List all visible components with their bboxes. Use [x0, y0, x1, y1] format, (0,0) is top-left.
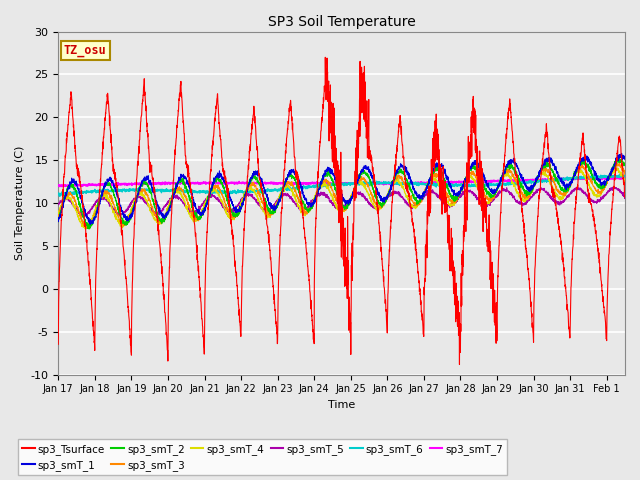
sp3_smT_5	[54, 202, 62, 207]
sp3_smT_3	[296, 201, 304, 206]
sp3_smT_7	[272, 180, 280, 186]
sp3_smT_6	[621, 173, 629, 179]
sp3_Tsurface	[456, 361, 463, 367]
sp3_smT_7	[119, 181, 127, 187]
sp3_smT_1	[119, 210, 127, 216]
Line: sp3_smT_3: sp3_smT_3	[58, 163, 625, 228]
sp3_Tsurface	[119, 240, 127, 246]
sp3_smT_6	[549, 176, 557, 182]
sp3_smT_2	[153, 212, 161, 217]
sp3_Tsurface	[621, 193, 629, 199]
sp3_smT_2	[610, 161, 618, 167]
Legend: sp3_Tsurface, sp3_smT_1, sp3_smT_2, sp3_smT_3, sp3_smT_4, sp3_smT_5, sp3_smT_6, : sp3_Tsurface, sp3_smT_1, sp3_smT_2, sp3_…	[18, 439, 508, 475]
sp3_smT_4	[272, 202, 280, 208]
sp3_Tsurface	[54, 341, 62, 347]
sp3_smT_5	[610, 184, 618, 190]
sp3_smT_3	[54, 213, 62, 219]
sp3_smT_2	[616, 155, 623, 160]
sp3_smT_1	[296, 180, 304, 186]
sp3_smT_4	[612, 165, 620, 170]
Line: sp3_smT_5: sp3_smT_5	[58, 187, 625, 217]
sp3_Tsurface	[611, 177, 618, 182]
Line: sp3_smT_1: sp3_smT_1	[58, 153, 625, 225]
Line: sp3_smT_2: sp3_smT_2	[58, 157, 625, 229]
sp3_smT_1	[549, 163, 557, 168]
sp3_smT_3	[610, 166, 618, 171]
sp3_smT_4	[153, 218, 161, 224]
sp3_smT_2	[549, 168, 557, 174]
Title: SP3 Soil Temperature: SP3 Soil Temperature	[268, 15, 415, 29]
sp3_smT_7	[60, 184, 67, 190]
sp3_smT_5	[621, 193, 629, 199]
sp3_smT_7	[621, 175, 629, 181]
sp3_smT_3	[119, 222, 127, 228]
sp3_smT_3	[621, 172, 629, 178]
sp3_smT_1	[86, 222, 94, 228]
sp3_Tsurface	[153, 207, 161, 213]
sp3_smT_3	[83, 226, 90, 231]
sp3_smT_4	[296, 204, 304, 210]
sp3_smT_2	[296, 192, 304, 198]
sp3_smT_4	[54, 211, 62, 216]
sp3_smT_1	[610, 163, 618, 168]
sp3_smT_6	[610, 172, 618, 178]
sp3_smT_4	[81, 226, 89, 232]
sp3_smT_5	[611, 184, 618, 190]
sp3_smT_4	[621, 179, 629, 184]
sp3_smT_1	[153, 199, 161, 204]
sp3_smT_7	[610, 176, 618, 181]
sp3_smT_3	[616, 160, 623, 166]
Line: sp3_smT_7: sp3_smT_7	[58, 177, 625, 187]
sp3_Tsurface	[549, 190, 557, 195]
sp3_smT_4	[549, 186, 557, 192]
sp3_smT_2	[119, 218, 127, 224]
Line: sp3_smT_4: sp3_smT_4	[58, 168, 625, 229]
sp3_smT_6	[153, 188, 161, 194]
sp3_Tsurface	[321, 54, 329, 60]
sp3_Tsurface	[296, 192, 304, 197]
sp3_smT_5	[549, 197, 557, 203]
X-axis label: Time: Time	[328, 400, 355, 410]
sp3_smT_2	[621, 163, 629, 168]
sp3_smT_1	[272, 205, 280, 211]
sp3_smT_5	[272, 199, 280, 204]
sp3_smT_2	[54, 219, 62, 225]
sp3_smT_7	[153, 180, 161, 186]
sp3_smT_1	[618, 150, 625, 156]
sp3_smT_1	[621, 157, 629, 163]
sp3_smT_5	[296, 206, 304, 212]
sp3_smT_5	[119, 212, 127, 217]
sp3_Tsurface	[272, 314, 280, 320]
sp3_smT_7	[611, 174, 618, 180]
sp3_smT_6	[296, 185, 304, 191]
sp3_smT_3	[153, 213, 161, 218]
sp3_smT_6	[272, 187, 280, 192]
sp3_smT_3	[549, 176, 557, 181]
Line: sp3_smT_6: sp3_smT_6	[58, 174, 625, 196]
sp3_smT_5	[79, 214, 86, 220]
sp3_smT_2	[272, 206, 280, 212]
Y-axis label: Soil Temperature (C): Soil Temperature (C)	[15, 146, 25, 260]
sp3_smT_7	[296, 180, 304, 186]
sp3_smT_7	[549, 177, 557, 183]
sp3_smT_2	[85, 226, 93, 232]
sp3_smT_4	[610, 168, 618, 173]
Line: sp3_Tsurface: sp3_Tsurface	[58, 57, 625, 364]
sp3_smT_6	[56, 193, 63, 199]
sp3_smT_6	[54, 192, 62, 197]
sp3_smT_1	[54, 216, 62, 222]
sp3_smT_3	[272, 204, 280, 210]
Text: TZ_osu: TZ_osu	[64, 44, 107, 57]
sp3_smT_4	[119, 224, 127, 229]
sp3_smT_5	[153, 210, 161, 216]
sp3_smT_6	[119, 187, 127, 193]
sp3_smT_7	[54, 182, 62, 188]
sp3_smT_6	[616, 171, 623, 177]
